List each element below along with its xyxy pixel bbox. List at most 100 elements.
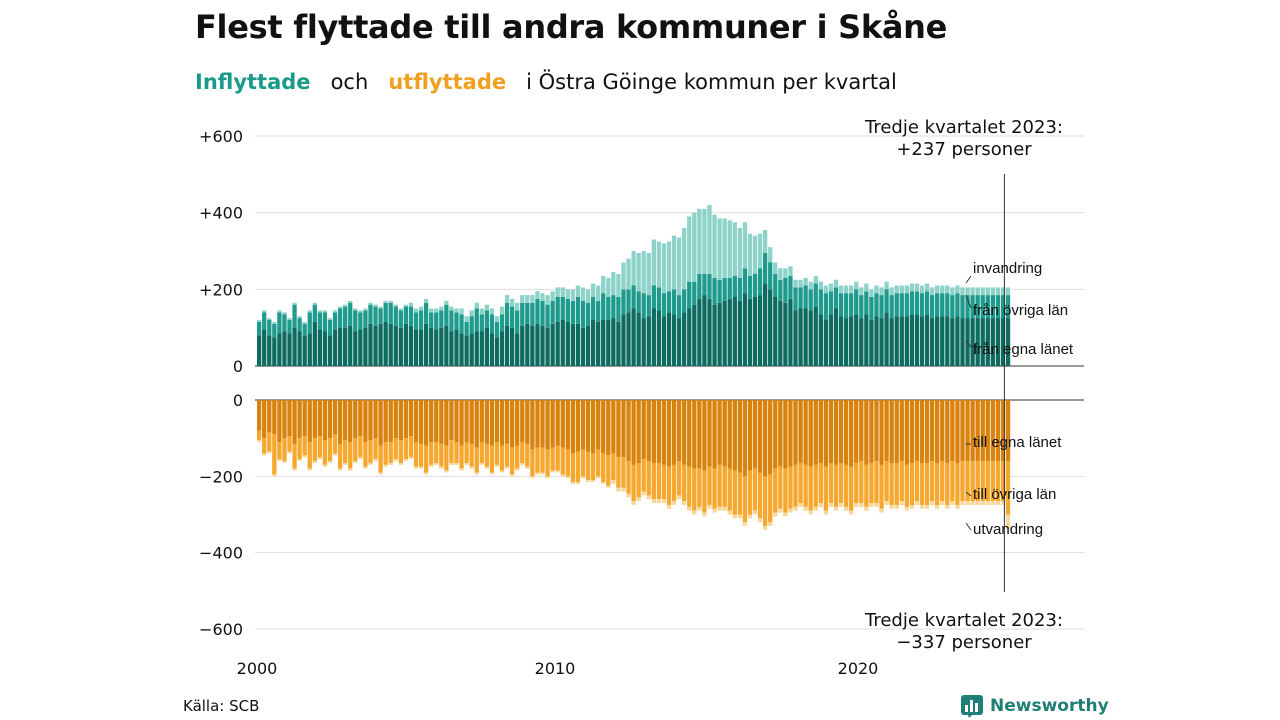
bar-out-segment [459,400,464,446]
bar-in-segment [727,277,732,299]
bar-in-segment [950,295,955,319]
bar-out-segment [585,480,591,483]
bar-in-segment [869,320,874,366]
bar-in-segment [363,308,368,311]
bar-in-segment [950,318,955,366]
bar-in-segment [838,293,844,317]
bar-out-segment [525,400,530,444]
bar-out-segment [747,470,753,515]
bar-in-segment [823,285,829,294]
bar-out-segment [439,443,444,467]
bar-out-segment [697,400,702,469]
bar-in-segment [1005,287,1011,296]
bar-in-segment [889,318,894,366]
bar-out-segment [575,400,581,452]
bar-out-segment [859,461,864,504]
bar-out-segment [267,451,272,454]
bar-out-segment [601,482,606,484]
bar-out-segment [423,400,429,446]
bar-out-segment [909,400,915,463]
bar-in-segment [773,274,778,297]
bar-out-segment [737,472,742,515]
bar-out-segment [656,462,662,500]
bar-in-segment [616,297,621,322]
bar-out-segment [302,455,307,458]
bar-out-segment [575,451,581,483]
bar-out-segment [707,400,712,467]
bar-in-segment [287,320,292,334]
source-text: Källa: SCB [183,697,260,715]
bar-out-segment [343,462,348,465]
bar-out-segment [429,441,434,465]
bar-out-segment [990,400,995,462]
bar-out-segment [849,400,854,467]
bar-out-segment [980,501,985,505]
bar-out-segment [464,441,469,463]
bar-in-segment [763,252,768,284]
bar-out-segment [914,461,920,502]
bar-out-segment [757,400,763,473]
bar-out-segment [778,466,783,509]
bar-in-segment [935,293,940,317]
bar-out-segment [707,504,712,509]
bar-out-segment [808,510,813,515]
bar-in-segment [444,325,449,366]
bar-in-segment [702,295,707,366]
bar-out-segment [742,476,748,523]
bar-out-segment [378,472,383,475]
bar-out-segment [540,447,545,473]
bar-in-segment [570,289,576,301]
bar-in-segment [803,285,808,309]
bar-out-segment [388,441,393,463]
bar-out-segment [833,464,839,507]
bar-out-segment [737,514,742,519]
bar-in-segment [454,308,459,313]
bar-in-segment [970,295,975,319]
bar-in-segment [793,287,798,311]
bar-in-segment [945,316,950,366]
bar-in-segment [307,312,312,334]
bar-in-segment [712,214,717,278]
bar-out-segment [585,400,591,452]
bar-in-segment [545,327,550,366]
bar-in-segment [914,291,920,315]
bar-out-segment [960,400,965,462]
bar-out-segment [970,501,975,505]
bar-out-segment [535,400,540,448]
subtitle-och: och [330,70,369,94]
bar-out-segment [798,503,803,507]
bar-in-segment [859,287,864,296]
bar-out-segment [606,485,611,488]
bar-in-segment [535,298,540,324]
bar-in-segment [990,318,995,366]
bar-in-segment [590,283,596,297]
bar-out-segment [919,400,925,463]
segment-leader-out [965,491,972,497]
bar-in-segment [854,289,859,315]
bar-out-segment [717,400,722,465]
bar-in-segment [1000,295,1006,319]
bar-in-segment [747,298,753,366]
bar-in-segment [757,268,763,296]
bar-in-segment [737,277,742,301]
y-tick-label-top: +400 [199,204,243,223]
bar-out-segment [520,462,525,465]
bar-out-segment [348,400,353,442]
bar-in-segment [970,287,975,296]
bar-out-segment [434,400,439,442]
segment-label-in: från egna länet [973,341,1074,358]
bar-out-segment [692,468,697,511]
bar-in-segment [955,293,960,317]
bar-out-segment [570,453,576,483]
bar-in-segment [575,285,581,297]
bar-in-segment [464,321,469,336]
bar-out-segment [337,468,343,471]
bar-out-segment [550,447,555,471]
bar-out-segment [717,464,722,507]
bar-out-segment [337,400,343,444]
bar-in-segment [287,333,292,366]
bar-out-segment [474,472,479,475]
bar-in-segment [676,318,682,366]
bar-out-segment [803,506,808,511]
bar-in-segment [423,302,429,324]
